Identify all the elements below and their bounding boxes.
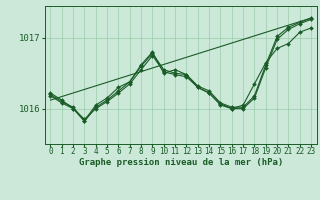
X-axis label: Graphe pression niveau de la mer (hPa): Graphe pression niveau de la mer (hPa): [79, 158, 283, 167]
